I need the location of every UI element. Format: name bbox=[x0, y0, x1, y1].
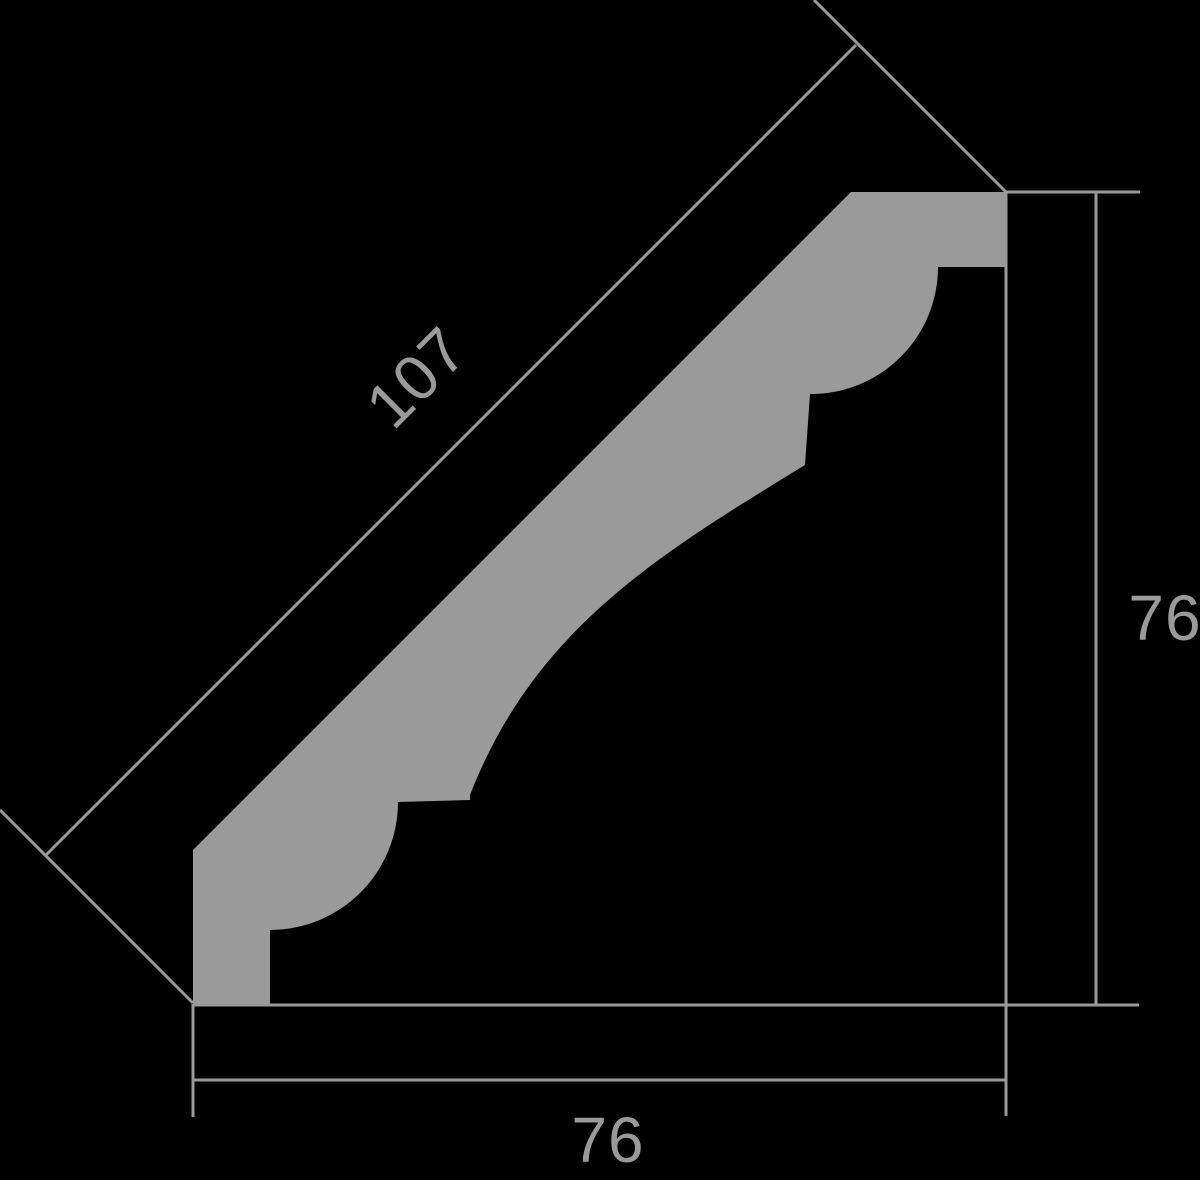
dimension-label-right: 76 bbox=[1128, 582, 1200, 654]
dimension-label-bottom: 76 bbox=[571, 1104, 644, 1176]
extension-line-diagonal-lower bbox=[0, 808, 195, 1005]
dimension-line-diagonal bbox=[43, 43, 858, 858]
extension-line-diagonal-upper bbox=[812, 0, 1008, 194]
profile-shape bbox=[193, 192, 1006, 1004]
